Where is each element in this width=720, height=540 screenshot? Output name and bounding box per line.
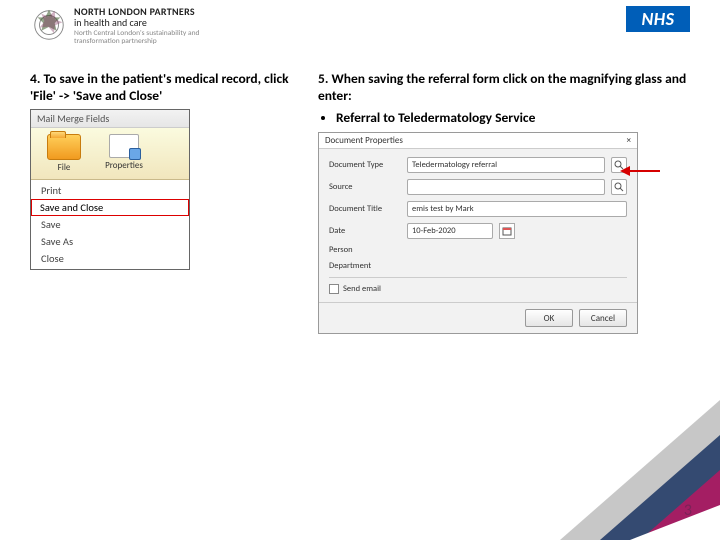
column-step4: 4. To save in the patient's medical reco… [30,70,290,334]
menu-item[interactable]: Print [31,182,189,199]
dialog-separator [329,277,627,278]
file-button-label: File [58,162,71,173]
title-row: Document Title emis test by Mark [329,201,627,217]
menu-item-save-and-close[interactable]: Save and Close [31,199,189,216]
checkbox-icon [329,284,339,294]
source-label: Source [329,182,401,192]
menu-item[interactable]: Close [31,250,189,267]
properties-icon [109,134,139,158]
dialog-titlebar: Document Properties × [319,133,637,149]
nlp-logo-line3: North Central London's sustainability an… [74,30,234,47]
slide-header: NORTH LONDON PARTNERS in health and care… [0,0,720,60]
column-step5: 5. When saving the referral form click o… [318,70,690,334]
calendar-icon[interactable] [499,223,515,239]
send-email-checkbox[interactable]: Send email [329,284,627,294]
menu-item[interactable]: Save As [31,233,189,250]
step5-bullet-item: Referral to Teledermatology Service [336,109,690,127]
nhs-logo: NHS [626,6,690,32]
date-input[interactable]: 10-Feb-2020 [407,223,493,239]
cancel-button[interactable]: Cancel [579,309,627,327]
ok-button[interactable]: OK [525,309,573,327]
close-icon[interactable]: × [627,135,631,146]
slide-content: 4. To save in the patient's medical reco… [0,60,720,334]
file-menu-toolbar: File Properties [31,128,189,180]
send-email-label: Send email [343,284,381,294]
person-label: Person [329,245,401,255]
dialog-body: Document Type Teledermatology referral S… [319,149,637,302]
folder-icon [47,134,81,160]
dialog-title-text: Document Properties [325,135,403,146]
department-row: Department [329,261,627,271]
properties-button-label: Properties [105,160,143,171]
file-menu-items: Print Save and Close Save Save As Close [31,180,189,269]
file-menu-title: Mail Merge Fields [31,110,189,128]
title-input[interactable]: emis test by Mark [407,201,627,217]
nlp-logo: NORTH LONDON PARTNERS in health and care… [30,6,234,47]
menu-item[interactable]: Save [31,216,189,233]
doc-type-row: Document Type Teledermatology referral [329,157,627,173]
magnifying-glass-icon[interactable] [611,179,627,195]
nhs-label: NHS [641,8,674,30]
properties-button[interactable]: Properties [97,134,151,173]
doc-type-label: Document Type [329,160,401,170]
nlp-logo-mark [30,6,68,44]
step4-heading: 4. To save in the patient's medical reco… [30,70,290,105]
title-label: Document Title [329,204,401,214]
file-menu-screenshot: Mail Merge Fields File Properties Print … [30,109,190,270]
source-row: Source [329,179,627,195]
dialog-footer: OK Cancel [319,302,637,333]
source-input[interactable] [407,179,605,195]
date-row: Date 10-Feb-2020 [329,223,627,239]
red-arrow-icon [620,165,660,177]
person-row: Person [329,245,627,255]
step5-heading: 5. When saving the referral form click o… [318,70,690,105]
file-button[interactable]: File [37,134,91,173]
nlp-logo-text: NORTH LONDON PARTNERS in health and care… [74,6,234,47]
date-label: Date [329,226,401,236]
doc-type-input[interactable]: Teledermatology referral [407,157,605,173]
dialog-wrap: Document Properties × Document Type Tele… [318,132,658,334]
page-number: 3 [684,501,692,520]
nlp-logo-line2: in health and care [74,17,234,28]
document-properties-dialog: Document Properties × Document Type Tele… [318,132,638,334]
step5-bullets: Referral to Teledermatology Service [318,109,690,127]
department-label: Department [329,261,401,271]
